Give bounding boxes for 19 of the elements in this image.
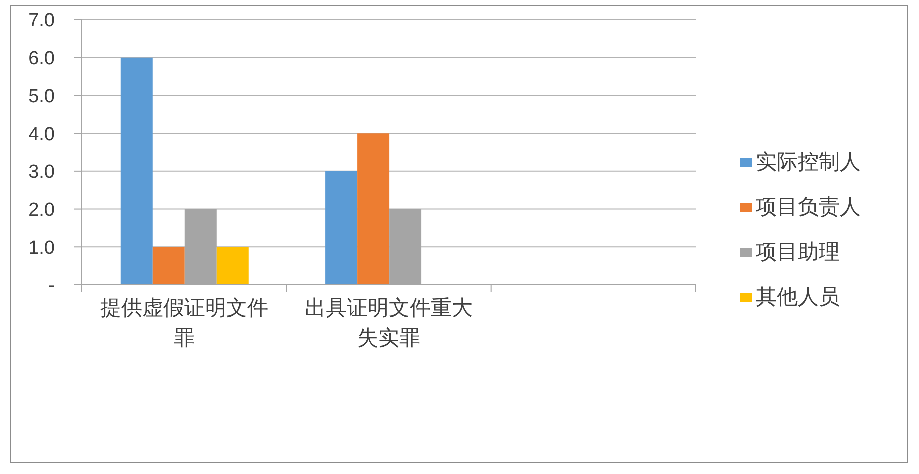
y-tick-label: 5.0 [28, 86, 55, 108]
bar [120, 58, 153, 285]
y-tick-label: 1.0 [28, 238, 55, 259]
y-tick-label: 7.0 [28, 10, 55, 32]
bar [152, 247, 185, 285]
legend-label: 其他人员 [756, 286, 840, 309]
y-tick-label: 2.0 [28, 200, 55, 222]
bar [216, 247, 249, 285]
y-tick-label: 6.0 [28, 48, 55, 70]
bar [326, 171, 358, 285]
y-tick-label: 3.0 [28, 162, 55, 184]
legend-label: 实际控制人 [756, 151, 861, 174]
x-tick-label: 提供虚假证明文件罪 [100, 297, 268, 350]
legend-label: 项目负责人 [756, 196, 861, 219]
legend-label: 项目助理 [756, 241, 840, 264]
y-tick-label: - [48, 276, 55, 297]
bar [358, 134, 390, 285]
y-tick-label: 4.0 [28, 124, 55, 146]
x-tick-label: 出具证明文件重大失实罪 [305, 297, 473, 350]
